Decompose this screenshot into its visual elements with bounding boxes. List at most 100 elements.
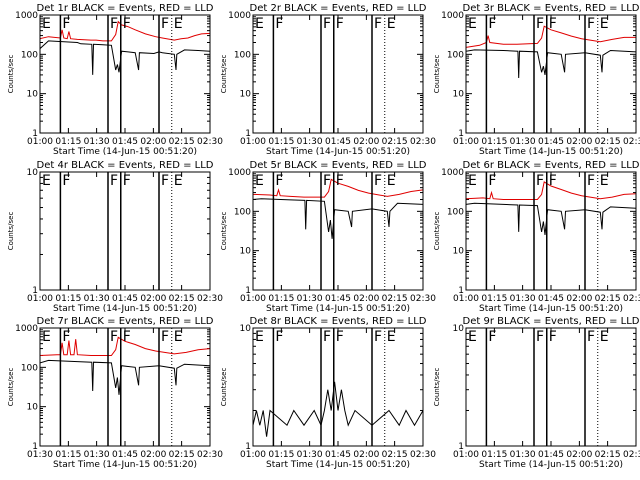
flag-label: E	[387, 16, 396, 32]
y-tick-label: 10	[27, 168, 39, 178]
flag-label: F	[374, 329, 382, 345]
panel-det-9: Det 9r BLACK = Events, RED = LLD Counts/s…	[433, 316, 640, 470]
x-tick-label: 01:45	[325, 450, 351, 460]
x-tick-label: 02:15	[169, 294, 195, 304]
x-tick-label: 02:30	[623, 450, 640, 460]
y-tick-label: 1000	[15, 324, 38, 334]
x-tick-label: 02:15	[595, 450, 621, 460]
x-tick-label: 01:00	[240, 450, 266, 460]
x-tick-label: 02:00	[566, 450, 592, 460]
x-tick-label: 01:15	[268, 450, 294, 460]
y-tick-label: 1	[32, 442, 38, 452]
flag-label: F	[536, 16, 544, 32]
panel-det-7: Det 7r BLACK = Events, RED = LLD Counts/s…	[7, 316, 223, 470]
flag-label: E	[468, 329, 477, 345]
x-axis-label: Start Time (14-Jun-15 00:51:20)	[266, 304, 410, 314]
plot-frame	[39, 327, 211, 447]
panel-det-6: Det 6r BLACK = Events, RED = LLD Counts/s…	[433, 160, 640, 314]
plot-frame	[39, 171, 211, 291]
x-tick-label: 02:15	[169, 137, 195, 147]
panel-det-1: Det 1r BLACK = Events, RED = LLD Counts/s…	[7, 3, 223, 157]
x-tick-label: 01:15	[55, 137, 81, 147]
flag-label: F	[323, 329, 331, 345]
y-tick-label: 10	[240, 90, 252, 100]
x-tick-label: 02:00	[353, 450, 379, 460]
flag-label: E	[600, 329, 609, 345]
panel-title: Det 2r BLACK = Events, RED = LLD	[250, 3, 427, 14]
panel-det-2: Det 2r BLACK = Events, RED = LLD Counts/s…	[220, 3, 436, 157]
x-tick-label: 01:45	[538, 137, 564, 147]
x-tick-label: 02:30	[197, 294, 223, 304]
x-axis-label: Start Time (14-Jun-15 00:51:20)	[53, 304, 197, 314]
panel-title: Det 8r BLACK = Events, RED = LLD	[250, 316, 427, 327]
x-tick-label: 02:15	[595, 294, 621, 304]
y-tick-label: 100	[234, 50, 251, 60]
x-tick-label: 01:00	[453, 137, 479, 147]
x-tick-label: 02:00	[566, 137, 592, 147]
x-tick-label: 01:30	[510, 137, 536, 147]
flag-label: E	[468, 16, 477, 32]
x-tick-label: 02:15	[595, 137, 621, 147]
flag-label: F	[275, 16, 283, 32]
x-tick-label: 01:45	[325, 137, 351, 147]
series-events	[466, 49, 636, 79]
flag-label: F	[161, 173, 169, 189]
flag-label: E	[255, 173, 264, 189]
y-tick-label: 1000	[228, 168, 251, 178]
flag-label: F	[549, 329, 557, 345]
y-tick-label: 1000	[441, 168, 464, 178]
x-axis-label: Start Time (14-Jun-15 00:51:20)	[266, 147, 410, 157]
x-tick-label: 01:00	[453, 450, 479, 460]
series-events	[466, 202, 636, 236]
flag-label: F	[336, 329, 344, 345]
x-axis-label: Start Time (14-Jun-15 00:51:20)	[266, 460, 410, 470]
x-tick-label: 01:45	[538, 450, 564, 460]
flag-label: F	[62, 173, 70, 189]
series-lld	[253, 178, 423, 198]
flag-label: E	[600, 16, 609, 32]
flag-label: F	[488, 329, 496, 345]
flag-label: E	[468, 173, 477, 189]
x-tick-label: 01:45	[538, 294, 564, 304]
panel-title: Det 9r BLACK = Events, RED = LLD	[463, 316, 640, 327]
series-events	[253, 198, 423, 239]
plot-frame	[252, 327, 424, 447]
y-tick-label: 10	[240, 247, 252, 257]
x-tick-label: 02:30	[623, 294, 640, 304]
x-tick-label: 02:00	[353, 137, 379, 147]
panel-det-3: Det 3r BLACK = Events, RED = LLD Counts/s…	[433, 3, 640, 157]
y-tick-label: 1	[245, 129, 251, 139]
x-axis-label: Start Time (14-Jun-15 00:51:20)	[479, 460, 623, 470]
flag-label: F	[587, 16, 595, 32]
flag-label: F	[549, 173, 557, 189]
flag-label: F	[323, 16, 331, 32]
flag-label: F	[123, 173, 131, 189]
x-tick-label: 02:30	[410, 137, 436, 147]
x-tick-label: 02:00	[140, 137, 166, 147]
y-tick-label: 1	[458, 286, 464, 296]
y-tick-label: 100	[447, 207, 464, 217]
flag-label: E	[42, 16, 51, 32]
y-tick-label: 10	[453, 90, 465, 100]
x-tick-label: 01:15	[481, 137, 507, 147]
x-tick-label: 01:00	[27, 294, 53, 304]
panel-title: Det 3r BLACK = Events, RED = LLD	[463, 3, 640, 14]
x-tick-label: 02:30	[197, 450, 223, 460]
x-axis-label: Start Time (14-Jun-15 00:51:20)	[479, 147, 623, 157]
x-tick-label: 01:00	[240, 294, 266, 304]
flag-label: E	[174, 329, 183, 345]
y-tick-label: 1000	[15, 11, 38, 21]
y-tick-label: 100	[21, 50, 38, 60]
flag-label: F	[336, 173, 344, 189]
flag-label: F	[275, 173, 283, 189]
y-axis-label: Counts/sec	[433, 212, 441, 251]
y-tick-label: 10	[453, 324, 465, 334]
y-tick-label: 100	[447, 50, 464, 60]
y-axis-label: Counts/sec	[220, 212, 228, 251]
x-tick-label: 01:00	[27, 137, 53, 147]
y-tick-label: 10	[240, 324, 252, 334]
y-axis-label: Counts/sec	[220, 368, 228, 407]
series-lld	[466, 181, 636, 200]
x-tick-label: 01:15	[55, 450, 81, 460]
